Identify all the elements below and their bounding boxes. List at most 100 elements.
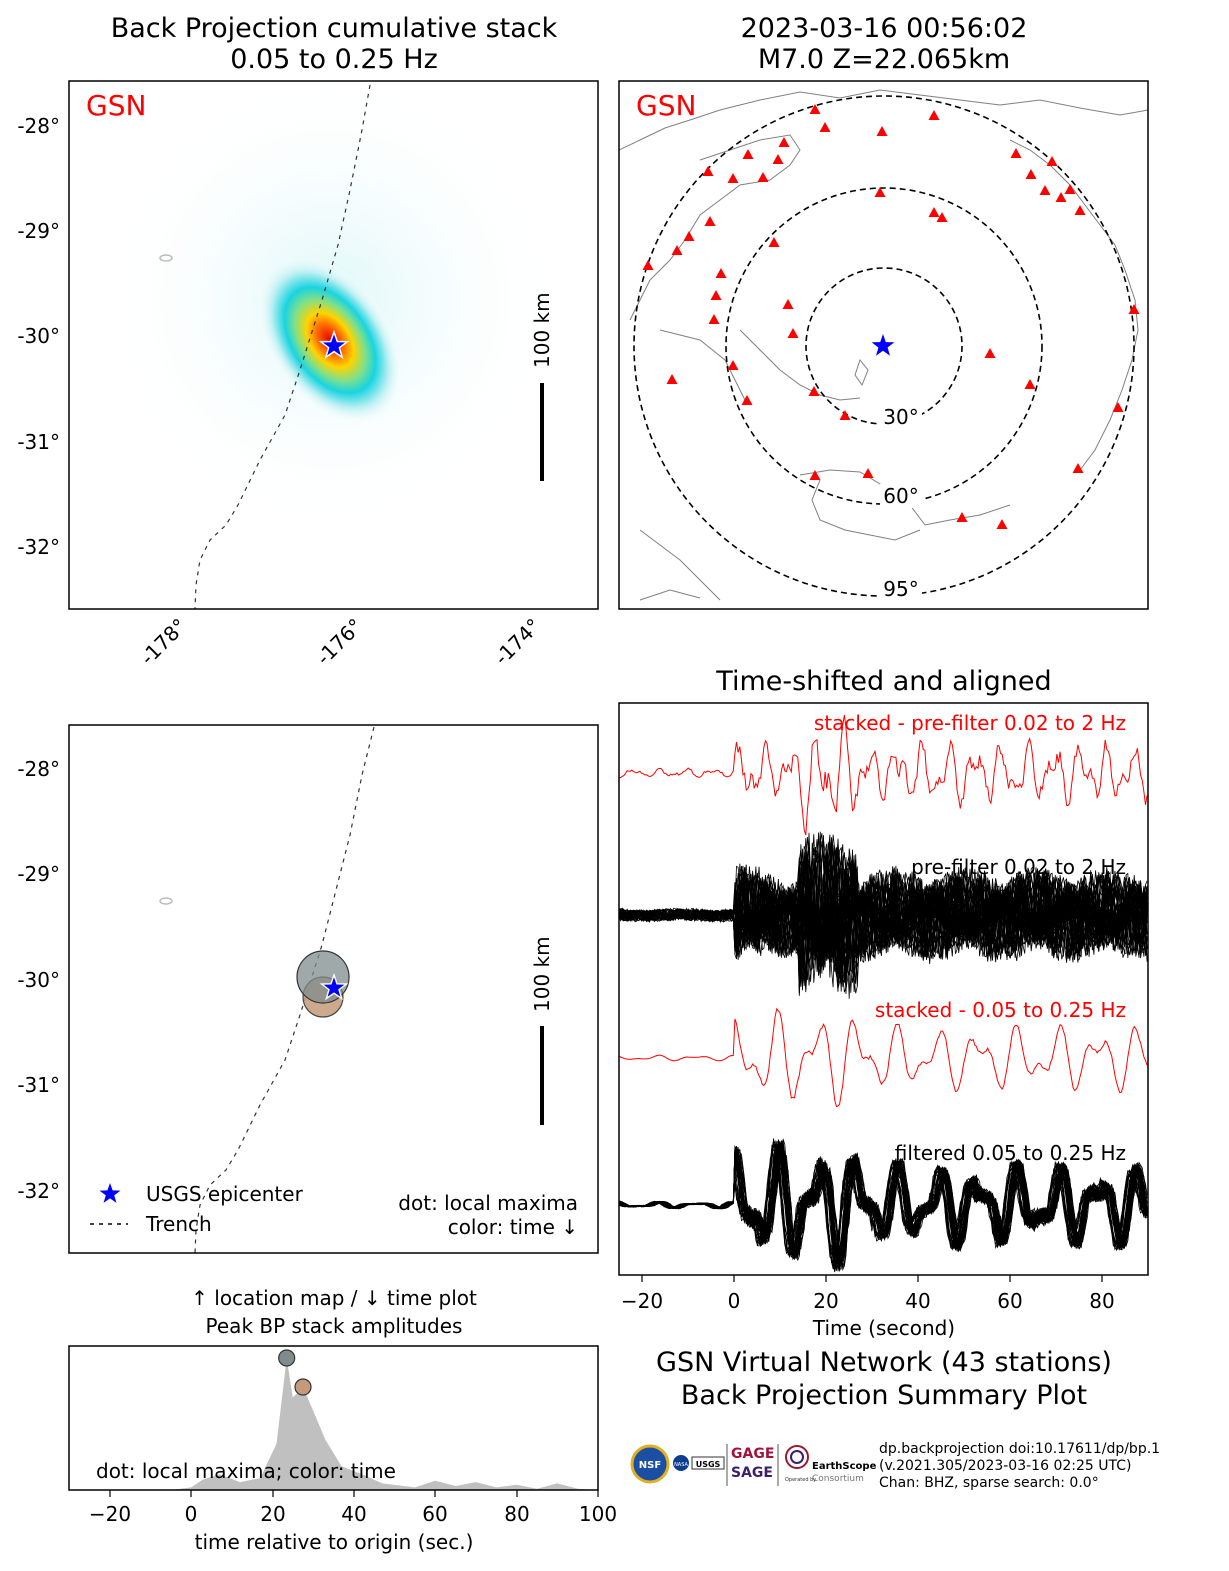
- epicenter-star: [871, 334, 895, 356]
- summary-title-1: GSN Virtual Network (43 stations): [656, 1347, 1112, 1378]
- x-tick-label: 80: [504, 1502, 529, 1526]
- station-triangle: [710, 290, 722, 300]
- traces-broad-label: pre-filter 0.02 to 2 Hz: [911, 855, 1126, 879]
- bp-map-title-2: 0.05 to 0.25 Hz: [230, 44, 438, 75]
- ring-label-bg: [880, 404, 922, 428]
- x-tick-label: 80: [1089, 1289, 1114, 1313]
- operated-by-text: Operated by: [785, 1477, 816, 1483]
- station-map-frame: [618, 80, 1149, 610]
- trace-broad: [619, 859, 1148, 981]
- waveform-frame: [618, 702, 1149, 1276]
- station-triangle: [819, 122, 831, 132]
- station-triangle: [1055, 192, 1067, 202]
- island-outline: [159, 897, 173, 905]
- station-triangle: [741, 395, 753, 405]
- peak-tick-marks: [109, 1490, 599, 1497]
- station-triangle: [666, 374, 678, 384]
- x-tick-label: 20: [260, 1502, 285, 1526]
- station-triangle: [1025, 169, 1037, 179]
- trace-narrow: [619, 1139, 1148, 1272]
- station-map-title-2: M7.0 Z=22.065km: [758, 44, 1010, 75]
- x-tick-label: -174°: [489, 614, 545, 670]
- location-map-yticks: -28° -29° -30° -31° -32°: [17, 757, 60, 1203]
- bp-map-title-1: Back Projection cumulative stack: [111, 13, 558, 44]
- x-tick-label: 60: [997, 1289, 1022, 1313]
- trace-broad: [619, 851, 1148, 973]
- station-triangle: [862, 468, 874, 478]
- y-tick-label: -28°: [17, 114, 60, 138]
- stations: [642, 104, 1140, 529]
- station-triangle: [984, 348, 996, 358]
- station-triangle: [671, 245, 683, 255]
- station-triangle: [996, 519, 1008, 529]
- summary-title-2: Back Projection Summary Plot: [681, 1380, 1087, 1411]
- x-tick-label: -178°: [135, 614, 191, 670]
- waveform-tick-marks: [641, 1275, 1103, 1282]
- station-triangle: [727, 173, 739, 183]
- network-label: GSN: [86, 89, 146, 122]
- y-tick-label: -32°: [17, 535, 60, 559]
- network-label: GSN: [636, 89, 696, 122]
- x-tick-label: −20: [89, 1502, 131, 1526]
- stack-narrow-label: stacked - 0.05 to 0.25 Hz: [875, 998, 1126, 1022]
- waveform-title: Time-shifted and aligned: [715, 666, 1051, 697]
- x-tick-label: -176°: [311, 614, 367, 670]
- trench-line: [194, 84, 371, 609]
- epicenter-star: [318, 329, 350, 360]
- station-triangle: [757, 172, 769, 182]
- trench-line: [194, 726, 375, 1253]
- station-triangle: [936, 212, 948, 222]
- location-map-panel: 100 km -28° -29° -30° -31° -32° USGS epi…: [17, 724, 599, 1254]
- meta-line-3: Chan: BHZ, sparse search: 0.0°: [879, 1475, 1099, 1491]
- station-triangle: [1024, 379, 1036, 389]
- island-outline: [159, 254, 173, 262]
- summary-block: GSN Virtual Network (43 stations) Back P…: [630, 1347, 1160, 1491]
- station-triangle: [1072, 463, 1084, 473]
- x-tick-label: 0: [185, 1502, 198, 1526]
- sage-logo-text: SAGE: [731, 1465, 773, 1481]
- station-triangle: [928, 110, 940, 120]
- earthscope-logo-inner: [790, 1450, 804, 1464]
- peak-plot-frame: [68, 1345, 599, 1491]
- trace-broad: [619, 834, 1148, 992]
- station-triangle: [808, 386, 820, 396]
- station-map-title-1: 2023-03-16 00:56:02: [741, 13, 1028, 44]
- station-triangle: [782, 299, 794, 309]
- station-triangle: [742, 149, 754, 159]
- note-line-2: color: time ↓: [448, 1215, 578, 1239]
- x-tick-label: 0: [728, 1289, 741, 1313]
- y-tick-label: -28°: [17, 757, 60, 781]
- y-tick-label: -30°: [17, 968, 60, 992]
- station-triangle: [1112, 402, 1124, 412]
- nasa-logo-text: NASA: [674, 1462, 688, 1468]
- gage-logo-text: GAGE: [731, 1446, 774, 1462]
- stack-narrow-line: [619, 1007, 1148, 1108]
- location-map-frame: [68, 724, 599, 1254]
- bp-map-frame: [68, 80, 599, 610]
- scale-bar-label: 100 km: [530, 292, 554, 368]
- bp-map-yticks: -28° -29° -30° -31° -32°: [17, 114, 60, 559]
- x-tick-label: −20: [621, 1289, 663, 1313]
- legend: USGS epicenter Trench dot: local maxima …: [90, 1182, 578, 1239]
- station-triangle: [768, 237, 780, 247]
- bp-energy-blob: [256, 254, 404, 426]
- station-triangle: [1010, 148, 1022, 158]
- station-triangle: [708, 314, 720, 324]
- station-triangle: [809, 104, 821, 114]
- stack-broad-line: [619, 714, 1148, 836]
- waveform-xlabel: Time (second): [812, 1316, 955, 1340]
- nsf-logo-text: NSF: [639, 1460, 661, 1471]
- peak-plot-xticks: −20 0 20 40 60 80 100: [89, 1502, 617, 1526]
- legend-star-icon: [99, 1183, 121, 1203]
- x-tick-label: 60: [422, 1502, 447, 1526]
- scale-bar-label: 100 km: [530, 936, 554, 1012]
- traces-narrow-label: filtered 0.05 to 0.25 Hz: [895, 1141, 1126, 1165]
- station-triangle: [704, 216, 716, 226]
- station-triangle: [809, 470, 821, 480]
- trace-narrow: [619, 1141, 1148, 1272]
- station-triangle: [1064, 184, 1076, 194]
- peak-plot-title-2: Peak BP stack amplitudes: [206, 1314, 463, 1338]
- peak-plot-title-1: ↑ location map / ↓ time plot: [191, 1286, 477, 1310]
- legend-trench-label: Trench: [145, 1212, 212, 1236]
